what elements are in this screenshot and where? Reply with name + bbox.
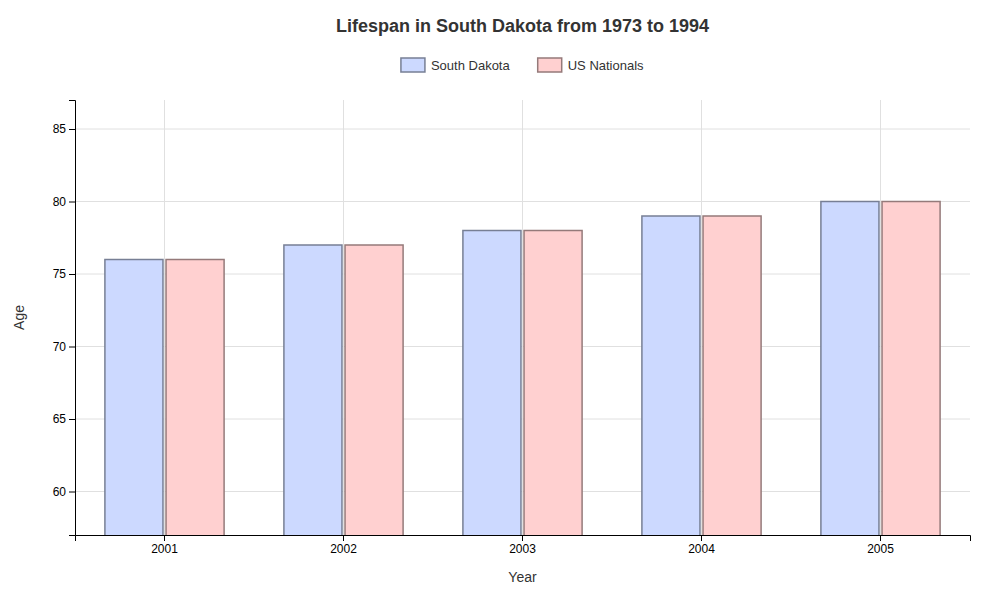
tick-mark — [69, 419, 75, 420]
legend-label: US Nationals — [568, 58, 644, 73]
y-axis: 60 65 70 75 80 85 — [53, 101, 76, 536]
tick-label: 85 — [53, 122, 67, 136]
tick-mark — [69, 492, 75, 493]
tick: 80 — [53, 195, 75, 209]
bar — [524, 231, 582, 536]
bar — [284, 245, 342, 535]
tick-label: 2005 — [867, 542, 894, 556]
chart: 2001 2002 2003 2004 2005 60 65 70 75 80 85 Lifespan… — [0, 0, 1000, 600]
legend-item: South Dakota — [401, 58, 511, 73]
tick-mark — [69, 202, 75, 203]
grid-line — [880, 100, 881, 535]
legend-swatch — [401, 58, 425, 72]
bar-series — [105, 202, 879, 536]
x-axis: 2001 2002 2003 2004 2005 — [76, 535, 971, 556]
tick: 65 — [53, 412, 75, 426]
plot: 2001 2002 2003 2004 2005 60 65 70 75 80 85 — [53, 100, 971, 600]
tick: 75 — [53, 267, 75, 281]
tick-label: 2002 — [330, 542, 357, 556]
tick: 2001 — [151, 535, 178, 556]
tick-mark — [164, 535, 165, 541]
bar — [105, 260, 163, 536]
tick: 85 — [53, 122, 75, 136]
bar-series — [166, 202, 940, 536]
bar — [821, 202, 879, 536]
tick-mark — [69, 274, 75, 275]
tick-label: 2004 — [688, 542, 715, 556]
legend-label: South Dakota — [431, 58, 511, 73]
tick: 2003 — [509, 535, 536, 556]
tick-label: 65 — [53, 412, 67, 426]
grid-line — [164, 100, 165, 535]
tick-mark — [69, 129, 75, 130]
tick-label: 70 — [53, 340, 67, 354]
grid-line — [522, 100, 523, 535]
grid-line — [343, 100, 344, 535]
tick-mark — [69, 347, 75, 348]
tick-mark — [343, 535, 344, 541]
tick: 70 — [53, 340, 75, 354]
tick: 2004 — [688, 535, 715, 556]
bar — [703, 216, 761, 535]
bar — [463, 231, 521, 536]
bars — [105, 202, 940, 536]
legend-item: US Nationals — [538, 58, 644, 73]
axis-line — [76, 536, 971, 542]
tick-mark — [701, 535, 702, 541]
tick-label: 75 — [53, 267, 67, 281]
tick-mark — [522, 535, 523, 541]
tick-label: 2001 — [151, 542, 178, 556]
x-axis-title: Year — [508, 569, 537, 585]
tick: 2002 — [330, 535, 357, 556]
tick-label: 60 — [53, 485, 67, 499]
bar — [166, 260, 224, 536]
bar — [882, 202, 940, 536]
tick: 2005 — [867, 535, 894, 556]
bar — [642, 216, 700, 535]
title: Lifespan in South Dakota from 1973 to 19… — [336, 16, 709, 36]
axis-line — [69, 101, 76, 536]
tick-mark — [880, 535, 881, 541]
tick: 60 — [53, 485, 75, 499]
y-axis-title: Age — [11, 305, 27, 330]
bar — [345, 245, 403, 535]
legend-swatch — [538, 58, 562, 72]
grid-line — [701, 100, 702, 535]
legend: South Dakota US Nationals — [401, 58, 644, 73]
tick-label: 2003 — [509, 542, 536, 556]
tick-label: 80 — [53, 195, 67, 209]
